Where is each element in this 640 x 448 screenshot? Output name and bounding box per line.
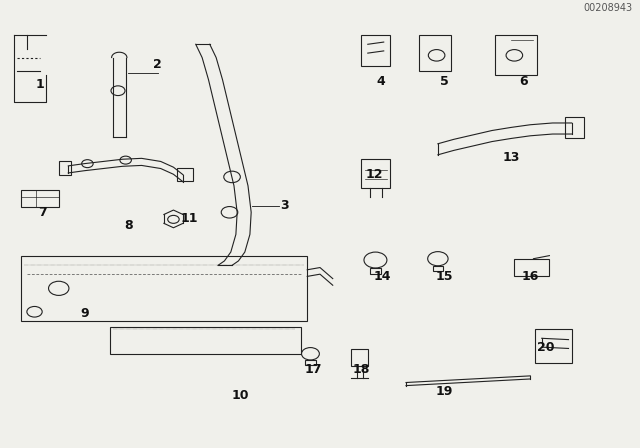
Text: 14: 14 [374, 270, 391, 283]
Text: 11: 11 [180, 212, 198, 225]
Text: 18: 18 [353, 363, 370, 376]
Text: 17: 17 [305, 363, 323, 376]
Text: 5: 5 [440, 75, 449, 88]
Text: 8: 8 [125, 219, 133, 232]
Text: 2: 2 [153, 58, 162, 71]
Text: 00208943: 00208943 [583, 3, 632, 13]
Text: 7: 7 [38, 206, 47, 219]
Text: 13: 13 [502, 151, 520, 164]
Text: 1: 1 [35, 78, 44, 90]
Bar [59, 161, 72, 175]
Bar [177, 168, 193, 181]
Text: 19: 19 [436, 385, 453, 398]
Text: 10: 10 [232, 389, 249, 402]
Bar [20, 257, 307, 321]
Bar [565, 117, 584, 138]
Bar [370, 268, 381, 274]
Bar [109, 327, 301, 354]
Text: 3: 3 [281, 199, 289, 212]
Bar [433, 266, 443, 271]
Text: 20: 20 [538, 340, 555, 353]
Text: 12: 12 [365, 168, 383, 181]
Text: 4: 4 [376, 75, 385, 88]
Text: 9: 9 [80, 307, 88, 320]
Text: 6: 6 [520, 75, 528, 88]
Text: 15: 15 [435, 270, 453, 283]
Text: 16: 16 [522, 270, 539, 283]
Bar [305, 360, 316, 365]
